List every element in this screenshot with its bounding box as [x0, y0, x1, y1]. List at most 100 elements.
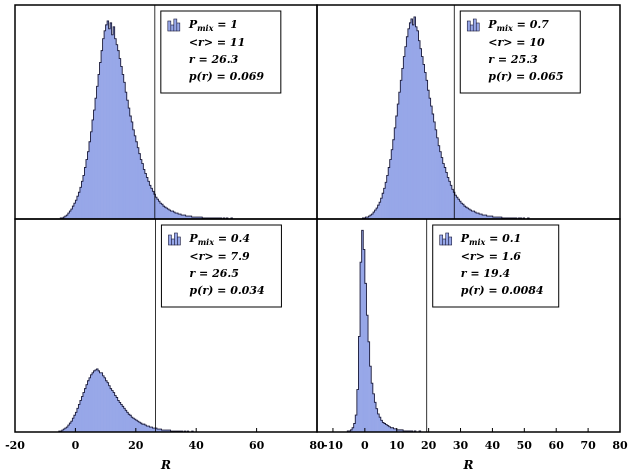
histogram-bar: [388, 167, 391, 219]
histogram-bar: [370, 215, 372, 219]
histogram-bar: [61, 430, 64, 432]
histogram-bar: [394, 127, 397, 219]
histogram-bar: [90, 374, 93, 432]
histogram-bar: [361, 230, 364, 432]
histogram-bar: [445, 172, 448, 219]
histogram-bar: [451, 189, 454, 219]
histogram-bar: [491, 216, 494, 219]
histogram-bar: [396, 429, 399, 432]
histogram-bar: [427, 90, 430, 219]
legend-line: p(r) = 0.065: [488, 70, 563, 83]
x-tick-label: 80: [309, 439, 325, 452]
histogram-bar: [101, 50, 103, 219]
histogram-bar: [85, 159, 88, 219]
histogram-bar: [111, 34, 114, 219]
histogram-bar: [368, 341, 370, 432]
histogram-bar: [421, 56, 424, 219]
histogram-bar: [380, 420, 383, 432]
histogram-bar: [134, 135, 137, 219]
histogram-bar: [105, 380, 108, 432]
histogram-bar: [423, 64, 425, 219]
histogram-bar: [476, 213, 478, 219]
histogram-bar: [486, 216, 489, 219]
histogram-outline: [347, 16, 545, 219]
histogram-bar: [492, 217, 495, 219]
histogram-bar: [90, 131, 93, 219]
histogram-bar: [155, 428, 158, 432]
histogram-bar: [166, 208, 168, 219]
legend-pmix-value: = 0.4: [214, 232, 250, 245]
histogram-bar: [190, 216, 192, 219]
legend-pmix-subscript: mix: [469, 237, 486, 247]
histogram-bar: [184, 215, 186, 219]
legend-icon-bar: [472, 18, 477, 32]
legend-pmix-subscript: mix: [497, 23, 514, 33]
histogram-bar: [78, 404, 81, 432]
histogram-bar: [194, 217, 197, 219]
histogram-bar: [123, 408, 126, 432]
histogram-bar: [385, 424, 388, 432]
histogram-bar: [161, 430, 164, 432]
legend-pmix: Pmix = 0.4: [188, 232, 250, 247]
histogram-bar: [76, 408, 79, 432]
histogram-bar: [82, 175, 85, 219]
histogram-bar: [158, 429, 161, 432]
histogram-bar: [102, 38, 105, 219]
legend-pmix-symbol: P: [188, 232, 198, 245]
legend-icon-bar: [475, 22, 480, 32]
histogram-bar: [67, 213, 70, 219]
histogram-bar: [409, 22, 412, 219]
histogram-bar: [366, 315, 369, 432]
histogram-bar: [432, 114, 434, 219]
x-tick-label: 80: [612, 439, 628, 452]
histogram-bar: [111, 390, 114, 432]
histogram-bar: [170, 211, 173, 219]
histogram-bar: [73, 203, 76, 219]
histogram-bar: [104, 30, 106, 219]
histogram-bar: [140, 159, 143, 219]
x-tick-label: 20: [421, 439, 437, 452]
histogram-bar: [69, 423, 72, 432]
x-tick-label: 20: [128, 439, 144, 452]
x-tick-label: -20: [5, 439, 25, 452]
histogram-bar: [107, 20, 109, 219]
histogram-bar: [156, 429, 159, 432]
histogram-bar: [401, 68, 404, 219]
legend-line: r = 26.5: [189, 267, 238, 280]
histogram-bar: [93, 110, 96, 219]
legend-icon-bar: [174, 232, 178, 246]
histogram-bar: [439, 151, 442, 219]
histogram-bar: [483, 215, 486, 219]
histogram-bar: [500, 217, 503, 219]
histogram-bar: [137, 421, 140, 432]
histogram-bar: [125, 410, 128, 432]
histogram-bar: [67, 425, 70, 432]
histogram-bar: [114, 395, 117, 432]
histogram-bar: [172, 211, 174, 219]
histogram-bar: [485, 215, 487, 219]
histogram-bar: [188, 216, 191, 219]
histogram-bar: [143, 169, 146, 219]
histogram-bar: [173, 212, 176, 219]
histogram-bar: [407, 28, 410, 219]
histogram-bar: [120, 66, 123, 219]
histogram-bar: [120, 404, 123, 432]
histogram-bar: [403, 56, 406, 219]
histogram-bar: [158, 201, 161, 219]
histogram-bar: [150, 188, 153, 219]
histogram-bar: [365, 217, 368, 219]
histogram-bar: [460, 203, 463, 219]
histogram-bar: [93, 370, 96, 432]
histogram-bar: [433, 121, 436, 219]
histogram-bar: [392, 139, 395, 219]
plot-area: [45, 219, 212, 432]
histogram-bar: [497, 217, 500, 219]
histogram-bar: [132, 418, 135, 432]
histogram-bar: [368, 216, 371, 219]
histogram-bar: [185, 216, 188, 219]
histogram-bar: [156, 199, 159, 219]
x-tick-label: 40: [485, 439, 501, 452]
x-axis-label: R: [160, 458, 171, 472]
histogram-bar: [87, 151, 90, 219]
